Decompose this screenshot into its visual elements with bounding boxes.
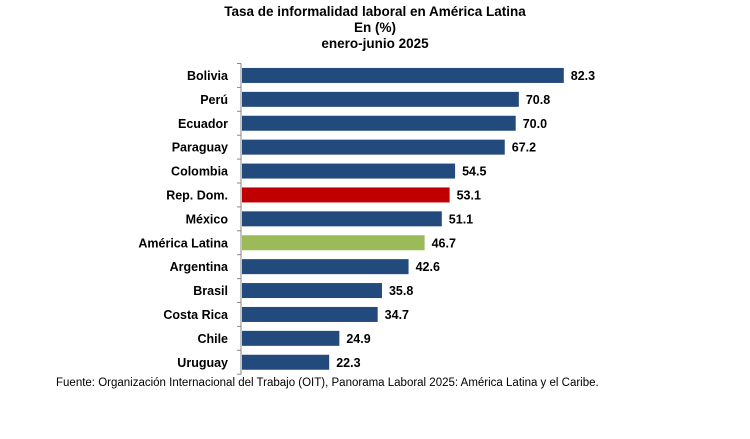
category-label: Paraguay [172,141,228,155]
chart-title: Tasa de informalidad laboral en América … [224,4,526,19]
category-label: Ecuador [178,117,228,131]
data-label: 82.3 [571,69,595,83]
data-label: 70.0 [523,117,547,131]
data-label: 34.7 [385,308,409,322]
category-label: México [186,212,229,226]
bar-paraguay [242,139,505,155]
bar-argentina [242,259,409,275]
chart-subtitle-unit: En (%) [354,20,396,35]
data-label: 53.1 [457,188,481,202]
source-note: Fuente: Organización Internacional del T… [56,377,599,389]
category-label: Uruguay [177,356,228,370]
bar-per- [242,91,519,107]
bar-uruguay [242,354,330,370]
category-label: Perú [200,93,228,107]
bar-rep-dom- [242,187,450,203]
category-label: Bolivia [187,69,229,83]
data-label: 42.6 [416,260,440,274]
bar-brasil [242,283,382,299]
data-label: 35.8 [389,284,413,298]
bar-m-xico [242,211,442,227]
bar-ecuador [242,115,516,131]
bar-costa-rica [242,306,378,322]
category-label: América Latina [138,236,229,250]
category-label: Costa Rica [163,308,229,322]
chart-subtitle-period: enero-junio 2025 [321,36,429,51]
category-label: Brasil [193,284,228,298]
bar-bolivia [242,67,564,83]
bar-chile [242,330,340,346]
data-label: 46.7 [432,236,456,250]
category-label: Chile [197,332,228,346]
data-label: 51.1 [449,212,473,226]
bar-am-rica-latina [242,235,425,251]
data-label: 24.9 [346,332,370,346]
bar-colombia [242,163,456,179]
data-label: 67.2 [512,141,536,155]
data-label: 22.3 [336,356,360,370]
category-label: Rep. Dom. [166,188,228,202]
category-label: Argentina [170,260,229,274]
data-label: 54.5 [462,165,486,179]
category-label: Colombia [171,165,229,179]
data-label: 70.8 [526,93,550,107]
